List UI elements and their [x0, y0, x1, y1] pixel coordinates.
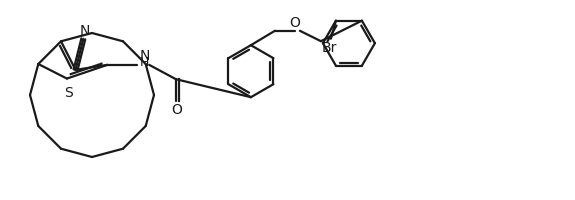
Text: N: N — [139, 49, 150, 63]
Text: S: S — [64, 86, 73, 100]
Text: O: O — [289, 16, 300, 30]
Text: H: H — [139, 56, 149, 69]
Text: Br: Br — [321, 41, 336, 55]
Text: O: O — [171, 103, 182, 117]
Text: N: N — [79, 24, 90, 38]
